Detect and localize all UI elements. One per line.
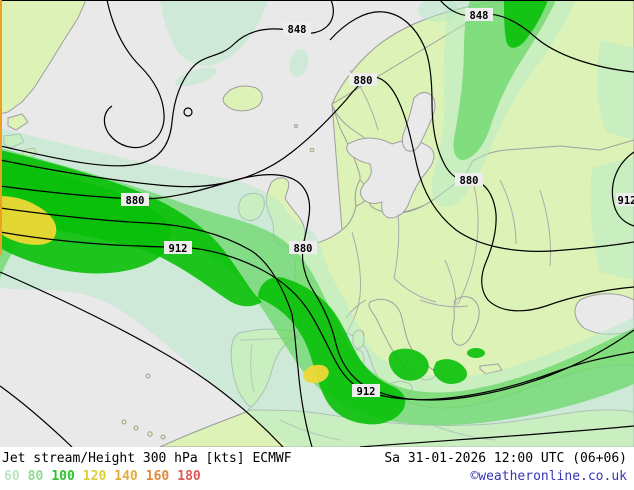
scale-value-100: 100 — [51, 469, 75, 484]
contour-label: 880 — [460, 175, 479, 187]
legend-row-1: Jet stream/Height 300 hPa [kts] ECMWF Sa… — [0, 451, 634, 466]
land-greenland — [0, 0, 87, 115]
contour-south-1 — [0, 271, 284, 447]
contour-value-labels: 848 848 880 880 880 880 912 912 912 — [121, 8, 634, 398]
map-title: Jet stream/Height 300 hPa [kts] ECMWF — [2, 451, 292, 466]
scale-value-140: 140 — [114, 469, 138, 484]
contour-label: 880 — [126, 195, 145, 207]
land-greece — [451, 296, 480, 346]
contour-south-3 — [359, 425, 634, 447]
island-canary1 — [121, 419, 127, 425]
wind-speed-scale: 60 80 100 120 140 160 180 — [4, 469, 209, 484]
map-area: 848 848 880 880 880 880 912 912 912 — [0, 0, 634, 447]
land-iceland — [222, 85, 263, 112]
sea-baltic — [346, 137, 435, 219]
contour-label: 848 — [288, 24, 307, 36]
contour-label: 912 — [618, 195, 634, 207]
island-canary4 — [160, 434, 166, 440]
contour-label: 880 — [294, 243, 313, 255]
valid-datetime: Sa 31-01-2026 12:00 UTC (06+06) — [384, 451, 627, 466]
contour-closed-low — [183, 107, 193, 117]
contour-848-northeast — [439, 0, 634, 73]
contour-label: 912 — [169, 243, 188, 255]
island-shetland — [309, 147, 315, 153]
contour-912-atlantic — [0, 231, 634, 401]
jet-band-120 — [0, 196, 329, 384]
scale-value-60: 60 — [4, 469, 20, 484]
island-canary3 — [147, 431, 153, 437]
legend-row-2: 60 80 100 120 140 160 180 ©weatheronline.co.uk — [0, 469, 634, 484]
contour-trough-inner — [103, 0, 165, 149]
contour-label: 912 — [357, 386, 376, 398]
land-greenland-isle1 — [7, 113, 29, 131]
contour-label: 880 — [354, 75, 373, 87]
contour-880-atlantic — [0, 174, 634, 401]
contour-912-right-edge — [611, 151, 634, 227]
scale-value-80: 80 — [27, 469, 44, 484]
island-faroe — [293, 123, 299, 129]
scale-value-120: 120 — [82, 469, 107, 484]
island-canary2 — [133, 425, 139, 431]
contour-label: 848 — [470, 10, 489, 22]
legend-bar: Jet stream/Height 300 hPa [kts] ECMWF Sa… — [0, 447, 634, 490]
copyright-notice: ©weatheronline.co.uk — [470, 469, 627, 484]
scale-value-180: 180 — [177, 469, 201, 484]
jetstream-map-svg: 848 848 880 880 880 880 912 912 912 — [0, 0, 634, 447]
contour-south-2 — [0, 385, 73, 447]
contour-896-unlabeled — [0, 207, 313, 447]
scale-value-160: 160 — [145, 469, 170, 484]
island-madeira — [145, 373, 151, 379]
